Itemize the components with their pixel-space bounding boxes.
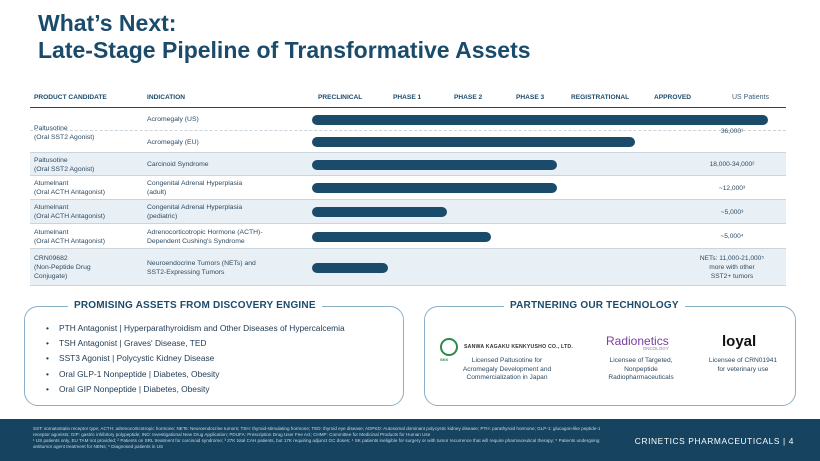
list-item: • TSH Antagonist | Graves' Disease, TED [46, 336, 345, 351]
table-header: PRODUCT CANDIDATE INDICATION PRECLINICAL… [30, 92, 786, 108]
partnering-title: PARTNERING OUR TECHNOLOGY [504, 300, 685, 311]
product-cell: Paltusotine (Oral SST2 Agonist) [34, 156, 95, 173]
discovery-list: • PTH Antagonist | Hyperparathyroidism an… [46, 321, 345, 397]
bullet-icon: • [46, 323, 49, 333]
product-cell: Atumelnant (Oral ACTH Antagonist) [34, 204, 106, 220]
product-cell: Atumelnant (Oral ACTH Antagonist) [34, 180, 106, 196]
pipeline-table: PRODUCT CANDIDATE INDICATION PRECLINICAL… [30, 92, 786, 286]
page-title: What’s Next: Late-Stage Pipeline of Tran… [38, 10, 531, 64]
patients-cell: ~5,000³ [720, 208, 744, 216]
sanwa-description: Licensed Paltusotine for Acromegaly Devel… [462, 357, 552, 382]
progress-bar [312, 137, 635, 147]
indication-cell: Acromegaly (US) [147, 116, 199, 123]
indication-cell: Neuroendocrine Tumors (NETs) and SST2-Exp… [147, 259, 256, 276]
patients-cell: 36,000¹ [720, 128, 744, 135]
header-us-patients: US Patients [732, 94, 769, 101]
patients-cell: 18,000-34,000² [709, 161, 755, 168]
footer: SST: somatostatin receptor type; ACTH: a… [0, 419, 820, 461]
footer-brand: CRINETICS PHARMACEUTICALS | 4 [635, 436, 794, 446]
table-row: Paltusotine (Oral SST2 Agonist) Carcinoid … [30, 153, 786, 176]
indication-cell: Congenital Adrenal Hyperplasia (adult) [147, 180, 243, 196]
loyal-logo: loyal [722, 333, 757, 350]
patients-cell: NETs: 11,000-21,000⁵ more with other SST2+… [699, 255, 765, 280]
radionetics-logo-text: Radionetics [606, 334, 669, 348]
list-item: • SST3 Agonist | Polycystic Kidney Diseas… [46, 351, 345, 366]
list-item: • PTH Antagonist | Hyperparathyroidism an… [46, 321, 345, 336]
page-number: | 4 [783, 436, 794, 446]
product-cell: Paltusotine (Oral SST2 Agonist) [34, 125, 95, 141]
table-row: Paltusotine (Oral SST2 Agonist) Acromegaly… [30, 108, 786, 141]
discovery-title: PROMISING ASSETS FROM DISCOVERY ENGINE [68, 300, 322, 311]
indication-cell: Congenital Adrenal Hyperplasia (pediatric… [147, 204, 243, 220]
header-phase2: PHASE 2 [454, 94, 483, 101]
progress-bar [312, 231, 491, 242]
header-approved: APPROVED [654, 94, 692, 101]
radionetics-logo-sub: ONCOLOGY [642, 346, 669, 351]
header-preclinical: PRECLINICAL [318, 94, 363, 101]
list-item: • Oral GLP-1 Nonpeptide | Diabetes, Obesi… [46, 367, 345, 382]
header-phase3: PHASE 3 [516, 94, 545, 101]
progress-bar [312, 207, 448, 217]
bullet-icon: • [46, 338, 49, 349]
indication-cell: Adrenocorticotropic Hormone (ACTH)- Depen… [147, 228, 263, 245]
table-row: Atumelnant (Oral ACTH Antagonist) Congenit… [30, 176, 786, 200]
title-line-2: Late-Stage Pipeline of Transformative As… [38, 37, 531, 63]
sanwa-logo-text: SANWA KAGAKU KENKYUSHO CO., LTD. [464, 344, 573, 350]
sanwa-logo: SANWA KAGAKU KENKYUSHO CO., LTD. [440, 338, 573, 356]
product-cell: CRN09682 (Non-Peptide Drug Conjugate) [34, 255, 91, 280]
bullet-icon: • [46, 353, 49, 364]
title-line-1: What’s Next: [38, 10, 177, 36]
progress-bar [312, 262, 388, 273]
loyal-description: Licensee of CRN01941 for veterinary use [708, 357, 778, 373]
patients-cell: ~5,000⁴ [720, 233, 744, 240]
indication-cell: Carcinoid Syndrome [147, 161, 209, 168]
indication-cell: Acromegaly (EU) [147, 138, 199, 146]
radionetics-description: Licensee of Targeted, Nonpeptide Radiophar… [608, 357, 674, 382]
header-indication: INDICATION [147, 94, 185, 101]
sanwa-mark-icon [440, 338, 458, 356]
patients-cell: ~12,000³ [718, 184, 746, 192]
table-row: Atumelnant (Oral ACTH Antagonist) Adrenoco… [30, 224, 786, 249]
product-cell: Atumelnant (Oral ACTH Antagonist) [34, 228, 106, 245]
table-row: Acromegaly (EU) 36,000¹ [30, 128, 786, 153]
table-row: CRN09682 (Non-Peptide Drug Conjugate) Neuro… [30, 249, 786, 286]
bullet-icon: • [46, 368, 49, 379]
bullet-icon: • [46, 383, 49, 394]
table-row: Atumelnant (Oral ACTH Antagonist) Congenit… [30, 200, 786, 224]
progress-bar [312, 183, 558, 193]
header-registrational: REGISTRATIONAL [571, 94, 630, 101]
radionetics-logo: Radionetics ONCOLOGY [606, 334, 669, 351]
progress-bar [312, 159, 558, 170]
brand-name: CRINETICS PHARMACEUTICALS [634, 436, 781, 446]
sanwa-mark-text: SKK [440, 357, 449, 362]
footnotes: SST: somatostatin receptor type; ACTH: a… [33, 426, 601, 449]
header-phase1: PHASE 1 [393, 94, 422, 101]
partnering-box [424, 306, 796, 406]
progress-bar [312, 114, 768, 125]
list-item: • Oral GIP Nonpeptide | Diabetes, Obesity [46, 382, 345, 397]
header-product: PRODUCT CANDIDATE [34, 94, 107, 101]
